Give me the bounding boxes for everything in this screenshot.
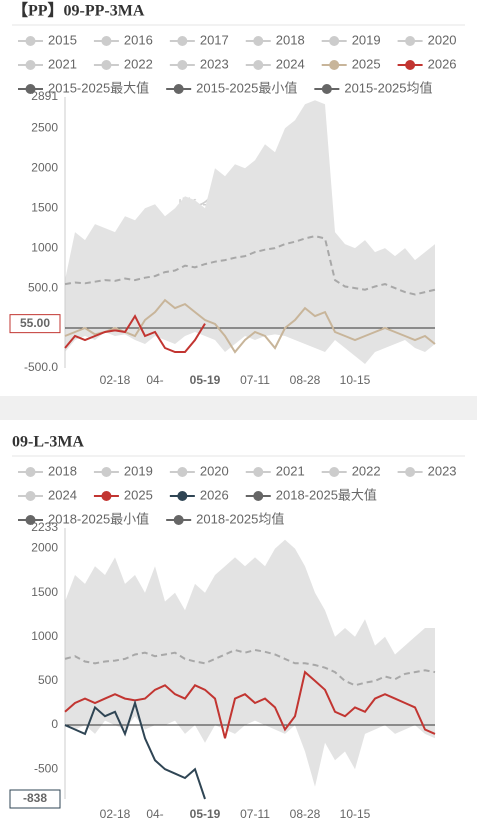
legend-icon — [253, 491, 264, 501]
y-tick-label: 2233 — [31, 520, 58, 534]
legend-label: 2020 — [428, 32, 457, 47]
x-tick-label: 07-11 — [240, 807, 270, 821]
chart-title: 【PP】09-PP-3MA — [12, 2, 145, 20]
legend-label: 2022 — [124, 56, 153, 71]
y-tick-label: 1000 — [31, 629, 58, 643]
x-tick-label: 08-28 — [290, 373, 321, 387]
legend-label: 2018-2025最大值 — [276, 487, 377, 502]
y-tick-label: 500.0 — [28, 280, 58, 294]
legend-icon — [405, 36, 416, 46]
legend-icon — [173, 515, 184, 525]
legend-icon — [25, 491, 36, 501]
series-line — [64, 314, 206, 353]
pointer-label: -838 — [23, 791, 47, 805]
legend-icon — [177, 491, 188, 501]
legend-label: 2023 — [200, 56, 229, 71]
x-tick-label: 10-15 — [340, 373, 371, 387]
legend-label: 2019 — [352, 32, 381, 47]
y-tick-label: 2000 — [31, 160, 58, 174]
legend-icon — [25, 36, 36, 46]
legend-icon — [173, 84, 184, 94]
y-tick-label: 1500 — [31, 585, 58, 599]
legend-icon — [329, 467, 340, 477]
legend-label: 2024 — [48, 487, 77, 502]
x-tick-label: 05-19 — [190, 807, 221, 821]
legend-icon — [177, 467, 188, 477]
series-line — [64, 298, 436, 354]
legend-label: 2025 — [352, 56, 381, 71]
legend-label: 2025 — [124, 487, 153, 502]
x-tick-label: 07-11 — [240, 373, 270, 387]
mean-line — [64, 648, 436, 687]
legend-label: 2018 — [276, 32, 305, 47]
legend-label: 2021 — [48, 56, 77, 71]
legend-icon — [25, 84, 36, 94]
range-band — [65, 539, 435, 787]
legend-icon — [405, 467, 416, 477]
legend-label: 2023 — [428, 463, 457, 478]
legend-icon — [177, 60, 188, 70]
y-tick-label: -500 — [34, 761, 58, 775]
y-tick-label: 2000 — [31, 541, 58, 555]
legend-label: 2015 — [48, 32, 77, 47]
legend-icon — [405, 60, 416, 70]
series-line — [64, 699, 206, 800]
pointer-box — [9, 789, 61, 809]
y-tick-label: 2891 — [31, 89, 58, 103]
y-tick-label: 0 — [51, 717, 58, 731]
legend-icon — [25, 467, 36, 477]
legend-icon — [321, 84, 332, 94]
legend-label: 2019 — [124, 463, 153, 478]
legend-icon — [101, 60, 112, 70]
x-tick-label: 02-18 — [100, 807, 131, 821]
legend-label: 2022 — [352, 463, 381, 478]
y-tick-label: 2500 — [31, 120, 58, 134]
legend-icon — [253, 36, 264, 46]
x-tick-label: 04- — [146, 807, 163, 821]
y-tick-label: 500 — [38, 673, 58, 687]
y-tick-label: 1000 — [31, 240, 58, 254]
legend-icon — [253, 467, 264, 477]
x-tick-label: 04- — [146, 373, 163, 387]
mean-line — [64, 235, 436, 296]
legend-label: 2026 — [200, 487, 229, 502]
legend-label: 2015-2025最大值 — [48, 80, 149, 95]
divider — [0, 396, 477, 420]
legend-label: 2015-2025均值 — [344, 80, 432, 95]
legend-icon — [101, 467, 112, 477]
pointer-box — [9, 314, 61, 334]
x-tick-label: 02-18 — [100, 373, 131, 387]
legend-label: 2020 — [200, 463, 229, 478]
y-tick-label: 1500 — [31, 200, 58, 214]
legend-label: 2021 — [276, 463, 305, 478]
legend-label: 2016 — [124, 32, 153, 47]
y-tick-label: -500.0 — [24, 360, 58, 374]
legend-label: 2024 — [276, 56, 305, 71]
chart-title: 09-L-3MA — [12, 434, 84, 451]
legend-icon — [177, 36, 188, 46]
legend-label: 2026 — [428, 56, 457, 71]
legend-icon — [101, 36, 112, 46]
legend-icon — [25, 60, 36, 70]
x-tick-label: 08-28 — [290, 807, 321, 821]
legend-label: 2018 — [48, 463, 77, 478]
x-tick-label: 05-19 — [190, 373, 221, 387]
pointer-label: 55.00 — [20, 316, 50, 330]
series-line — [64, 670, 436, 739]
legend-icon — [25, 515, 36, 525]
legend-label: 2015-2025最小值 — [196, 80, 297, 95]
legend-label: 2017 — [200, 32, 229, 47]
legend-icon — [329, 60, 340, 70]
legend-label: 2018-2025最小值 — [48, 511, 149, 526]
x-tick-label: 10-15 — [340, 807, 371, 821]
legend-icon — [101, 491, 112, 501]
legend-icon — [329, 36, 340, 46]
legend-icon — [253, 60, 264, 70]
legend-label: 2018-2025均值 — [196, 511, 284, 526]
range-band — [65, 100, 435, 365]
